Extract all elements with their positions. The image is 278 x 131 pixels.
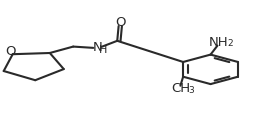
Text: NH: NH (208, 36, 228, 49)
Text: O: O (5, 45, 16, 58)
Text: 3: 3 (188, 86, 194, 95)
Text: O: O (115, 16, 126, 29)
Text: CH: CH (171, 82, 190, 95)
Text: N: N (93, 41, 103, 54)
Text: H: H (98, 45, 107, 55)
Text: 2: 2 (227, 39, 233, 48)
